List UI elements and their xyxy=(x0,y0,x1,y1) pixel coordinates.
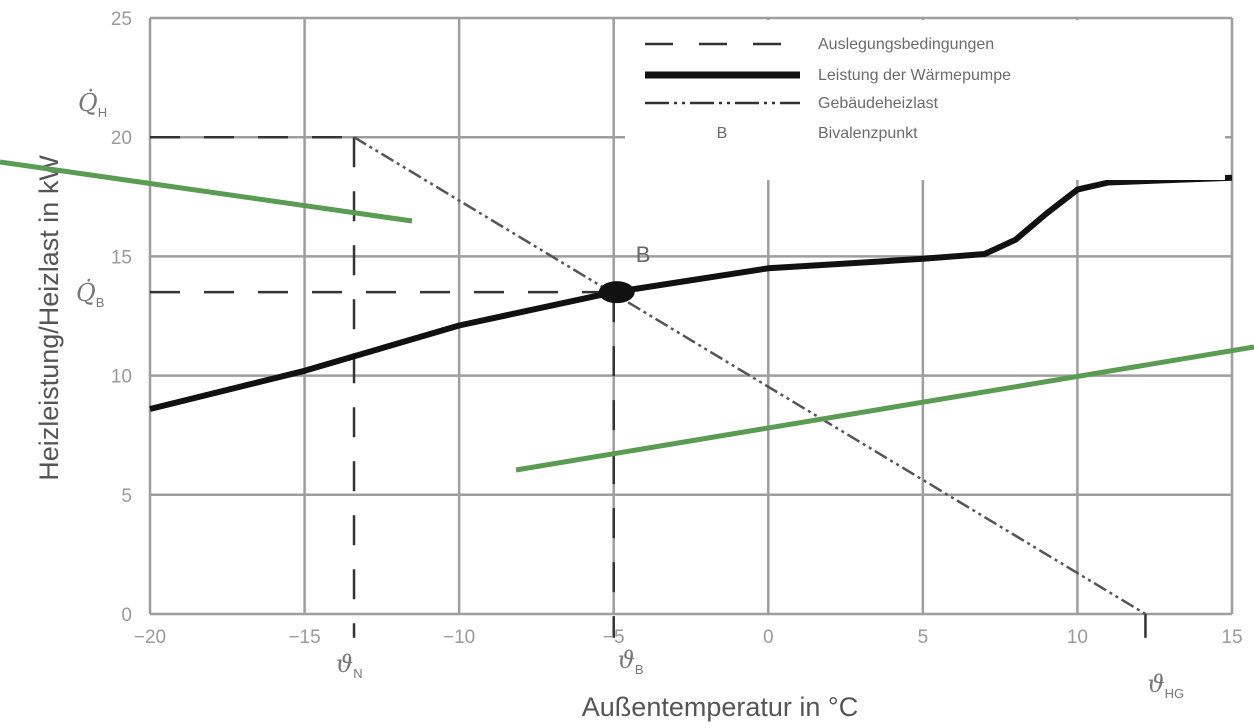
theta-hg-symbol: ϑHG xyxy=(1147,670,1184,701)
bivalence-point-label: B xyxy=(636,242,651,267)
legend-marker-b: B xyxy=(717,125,728,142)
x-tick-label-0: −20 xyxy=(134,627,166,648)
x-tick-label-3: −5 xyxy=(603,627,625,648)
legend-label-building-load: Gebäudeheizlast xyxy=(818,95,939,112)
legend-label-heat-pump: Leistung der Wärmepumpe xyxy=(818,67,1011,84)
x-tick-label-7: 15 xyxy=(1221,627,1242,648)
legend: Auslegungsbedingungen Leistung der Wärme… xyxy=(625,20,1225,180)
bivalence-point-marker xyxy=(598,281,635,304)
theta-b-symbol: ϑB xyxy=(618,646,644,677)
q-b-symbol: Q̇B xyxy=(76,279,104,310)
y-tick-label-3: 15 xyxy=(111,247,132,268)
y-tick-label-1: 5 xyxy=(121,486,132,507)
legend-label-bivalence: Bivalenzpunkt xyxy=(818,125,918,142)
x-axis-title: Außentemperatur in °C xyxy=(582,692,858,722)
green-overlay-line-2 xyxy=(515,344,1254,473)
theta-n-symbol: ϑN xyxy=(336,650,363,681)
overlay-lines xyxy=(0,159,1254,473)
x-tick-label-6: 10 xyxy=(1067,627,1088,648)
building-load-line xyxy=(353,136,1147,616)
legend-background xyxy=(625,20,1225,180)
axis-symbols: Q̇H Q̇B ϑN ϑB ϑHG xyxy=(76,89,1184,701)
q-h-symbol: Q̇H xyxy=(78,89,107,120)
x-tick-label-5: 5 xyxy=(918,627,929,648)
x-tick-label-1: −15 xyxy=(288,627,320,648)
legend-label-design: Auslegungsbedingungen xyxy=(818,36,994,53)
y-tick-label-5: 25 xyxy=(111,9,132,30)
plot-lines: B xyxy=(149,135,1233,638)
y-axis-title: Heizleistung/Heizlast in kW xyxy=(34,155,64,481)
x-tick-label-2: −10 xyxy=(443,627,475,648)
heat-pump-output-line xyxy=(149,174,1233,412)
y-tick-label-2: 10 xyxy=(111,367,132,388)
y-tick-label-4: 20 xyxy=(111,128,132,149)
x-tick-label-4: 0 xyxy=(763,627,774,648)
tick-labels: −20 −15 −10 −5 0 5 10 15 0 5 10 15 20 25 xyxy=(111,9,1243,648)
green-overlay-line-1 xyxy=(0,159,413,224)
y-tick-label-0: 0 xyxy=(121,605,132,626)
